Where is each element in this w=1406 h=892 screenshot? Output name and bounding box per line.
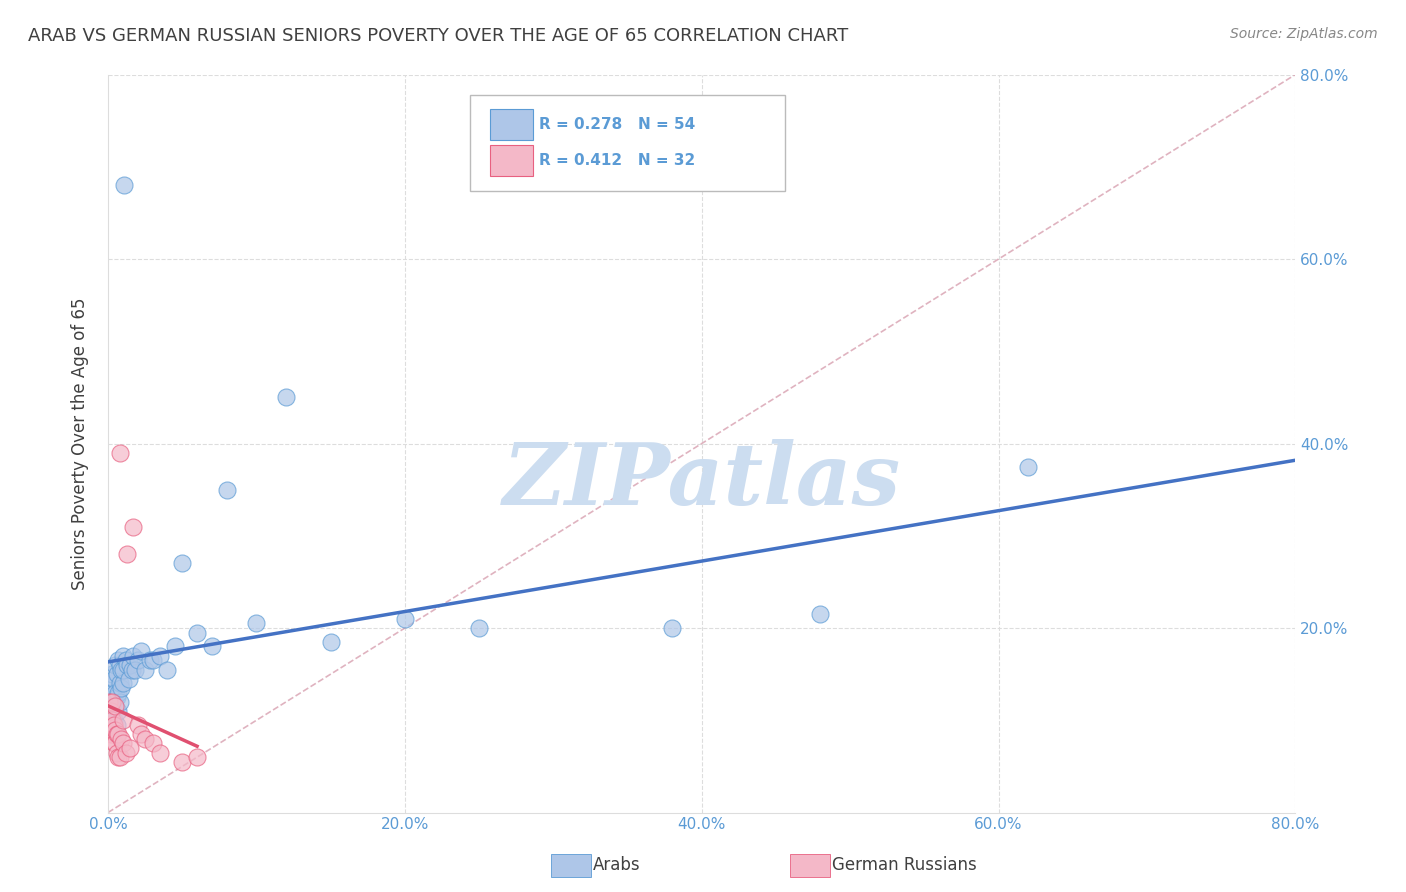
Point bbox=[104, 699, 127, 714]
Point bbox=[112, 178, 135, 193]
Point bbox=[107, 685, 129, 699]
Point bbox=[103, 672, 125, 686]
Point bbox=[129, 644, 152, 658]
Point bbox=[103, 695, 125, 709]
Point bbox=[121, 663, 143, 677]
Point bbox=[114, 653, 136, 667]
Point bbox=[100, 727, 122, 741]
Text: ZIPatlas: ZIPatlas bbox=[503, 439, 901, 522]
Point bbox=[110, 731, 132, 746]
Point bbox=[149, 648, 172, 663]
Point bbox=[118, 672, 141, 686]
Y-axis label: Seniors Poverty Over the Age of 65: Seniors Poverty Over the Age of 65 bbox=[72, 297, 89, 590]
Point bbox=[111, 663, 134, 677]
Point bbox=[105, 746, 128, 760]
Point bbox=[100, 695, 122, 709]
Point bbox=[110, 681, 132, 695]
Point bbox=[129, 727, 152, 741]
Point bbox=[103, 718, 125, 732]
Point bbox=[104, 657, 127, 672]
Point bbox=[319, 635, 342, 649]
Point bbox=[111, 713, 134, 727]
Point bbox=[105, 667, 128, 681]
Point bbox=[156, 663, 179, 677]
FancyBboxPatch shape bbox=[491, 109, 533, 140]
Point bbox=[111, 736, 134, 750]
Point bbox=[163, 640, 186, 654]
Point bbox=[108, 676, 131, 690]
Point bbox=[810, 607, 832, 622]
Point bbox=[104, 736, 127, 750]
Point bbox=[215, 483, 238, 497]
Point bbox=[104, 723, 127, 737]
Point bbox=[117, 657, 139, 672]
Point bbox=[107, 704, 129, 718]
Point bbox=[117, 547, 139, 561]
Point bbox=[134, 663, 156, 677]
Point bbox=[186, 750, 208, 764]
Point bbox=[104, 685, 127, 699]
Point bbox=[134, 731, 156, 746]
Point bbox=[101, 727, 124, 741]
Point bbox=[101, 713, 124, 727]
Point bbox=[172, 755, 194, 769]
Point bbox=[141, 736, 163, 750]
Point bbox=[101, 704, 124, 718]
Point bbox=[141, 653, 163, 667]
Point bbox=[172, 557, 194, 571]
Point bbox=[394, 612, 416, 626]
Point bbox=[124, 663, 146, 677]
Text: R = 0.412   N = 32: R = 0.412 N = 32 bbox=[538, 153, 696, 168]
FancyBboxPatch shape bbox=[470, 95, 785, 191]
Text: R = 0.278   N = 54: R = 0.278 N = 54 bbox=[538, 117, 696, 132]
Text: German Russians: German Russians bbox=[832, 856, 977, 874]
Point bbox=[108, 446, 131, 460]
Point bbox=[201, 640, 224, 654]
Point bbox=[245, 616, 267, 631]
Text: ARAB VS GERMAN RUSSIAN SENIORS POVERTY OVER THE AGE OF 65 CORRELATION CHART: ARAB VS GERMAN RUSSIAN SENIORS POVERTY O… bbox=[28, 27, 848, 45]
Text: Source: ZipAtlas.com: Source: ZipAtlas.com bbox=[1230, 27, 1378, 41]
Point bbox=[468, 621, 491, 635]
Point bbox=[100, 676, 122, 690]
Point bbox=[110, 663, 132, 677]
Point bbox=[149, 746, 172, 760]
Point bbox=[274, 391, 297, 405]
Point bbox=[105, 718, 128, 732]
Point bbox=[120, 741, 142, 756]
Point bbox=[107, 653, 129, 667]
Point bbox=[105, 690, 128, 705]
Point bbox=[103, 713, 125, 727]
Point bbox=[122, 519, 145, 533]
Point bbox=[101, 695, 124, 709]
Point bbox=[103, 736, 125, 750]
Point bbox=[105, 727, 128, 741]
Point bbox=[108, 750, 131, 764]
Point bbox=[127, 653, 149, 667]
Point bbox=[111, 676, 134, 690]
Point bbox=[104, 699, 127, 714]
Point bbox=[1017, 459, 1039, 474]
Point bbox=[98, 685, 121, 699]
Point bbox=[127, 718, 149, 732]
Text: Arabs: Arabs bbox=[593, 856, 641, 874]
Point bbox=[98, 718, 121, 732]
Point bbox=[101, 667, 124, 681]
Point bbox=[138, 653, 160, 667]
Point bbox=[661, 621, 683, 635]
Point bbox=[107, 727, 129, 741]
Point bbox=[107, 750, 129, 764]
Point bbox=[108, 695, 131, 709]
Point bbox=[101, 685, 124, 699]
Point bbox=[100, 704, 122, 718]
Point bbox=[108, 657, 131, 672]
Point bbox=[114, 746, 136, 760]
Point bbox=[122, 648, 145, 663]
Point bbox=[111, 648, 134, 663]
Point bbox=[98, 695, 121, 709]
FancyBboxPatch shape bbox=[491, 145, 533, 176]
Point bbox=[186, 625, 208, 640]
Point bbox=[120, 657, 142, 672]
